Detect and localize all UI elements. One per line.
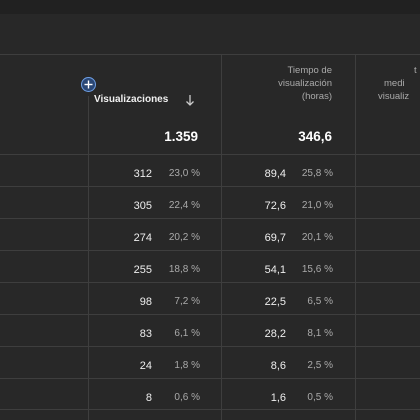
arrow-down-icon[interactable] (184, 93, 196, 107)
views-pct-cell: 18,8 % (168, 264, 200, 275)
watch-time-pct-cell: 8,1 % (307, 328, 333, 339)
views-cell: 83 (139, 328, 152, 340)
column-divider (88, 96, 89, 420)
watch-time-header-line: visualización (278, 78, 332, 89)
row-divider (0, 282, 420, 283)
watch-time-pct-cell: 25,8 % (301, 168, 333, 179)
row-divider (0, 409, 420, 410)
watch-time-cell: 1,6 (270, 392, 286, 404)
views-cell: 312 (133, 168, 152, 180)
views-pct-cell: 23,0 % (168, 168, 200, 179)
watch-time-pct-cell: 20,1 % (301, 232, 333, 243)
views-column-header[interactable]: Visualizaciones (94, 94, 169, 105)
totals-divider (0, 154, 420, 155)
row-divider (0, 378, 420, 379)
watch-time-column-header[interactable]: Tiempo de visualización (horas) (262, 64, 332, 103)
top-bar (0, 0, 420, 14)
watch-time-pct-cell: 2,5 % (307, 360, 333, 371)
row-divider (0, 250, 420, 251)
row-divider (0, 186, 420, 187)
watch-time-header-line: Tiempo de (287, 65, 332, 76)
watch-time-pct-cell: 15,6 % (301, 264, 333, 275)
views-pct-cell: 6,1 % (174, 328, 200, 339)
views-cell: 305 (133, 200, 152, 212)
row-divider (0, 314, 420, 315)
row-divider (0, 346, 420, 347)
column-divider (221, 54, 222, 420)
watch-time-cell: 69,7 (264, 232, 286, 244)
header-top-divider (0, 54, 420, 55)
partial-header-line: t (414, 65, 417, 76)
views-cell: 255 (133, 264, 152, 276)
watch-time-cell: 28,2 (264, 328, 286, 340)
watch-time-cell: 8,6 (270, 360, 286, 372)
watch-time-cell: 22,5 (264, 296, 286, 308)
views-pct-cell: 0,6 % (174, 392, 200, 403)
partial-column-header[interactable]: t medi visualiz (378, 64, 420, 103)
watch-time-pct-cell: 21,0 % (301, 200, 333, 211)
watch-time-pct-cell: 0,5 % (307, 392, 333, 403)
views-cell: 24 (139, 360, 152, 372)
row-divider (0, 218, 420, 219)
views-pct-cell: 7,2 % (174, 296, 200, 307)
watch-time-pct-cell: 6,5 % (307, 296, 333, 307)
column-divider (355, 54, 356, 420)
watch-time-header-line: (horas) (301, 91, 332, 102)
views-cell: 274 (133, 232, 152, 244)
views-pct-cell: 20,2 % (168, 232, 200, 243)
watch-time-cell: 89,4 (264, 168, 286, 180)
partial-header-line: medi (384, 78, 405, 89)
partial-header-line: visualiz (378, 91, 410, 102)
views-cell: 98 (139, 296, 152, 308)
views-pct-cell: 22,4 % (168, 200, 200, 211)
plus-circle-icon (84, 80, 93, 89)
watch-time-cell: 72,6 (264, 200, 286, 212)
views-total: 1.359 (164, 129, 198, 144)
watch-time-total: 346,6 (298, 129, 332, 144)
views-pct-cell: 1,8 % (174, 360, 200, 371)
watch-time-cell: 54,1 (264, 264, 286, 276)
add-column-button[interactable] (81, 77, 96, 92)
views-cell: 8 (145, 392, 152, 404)
